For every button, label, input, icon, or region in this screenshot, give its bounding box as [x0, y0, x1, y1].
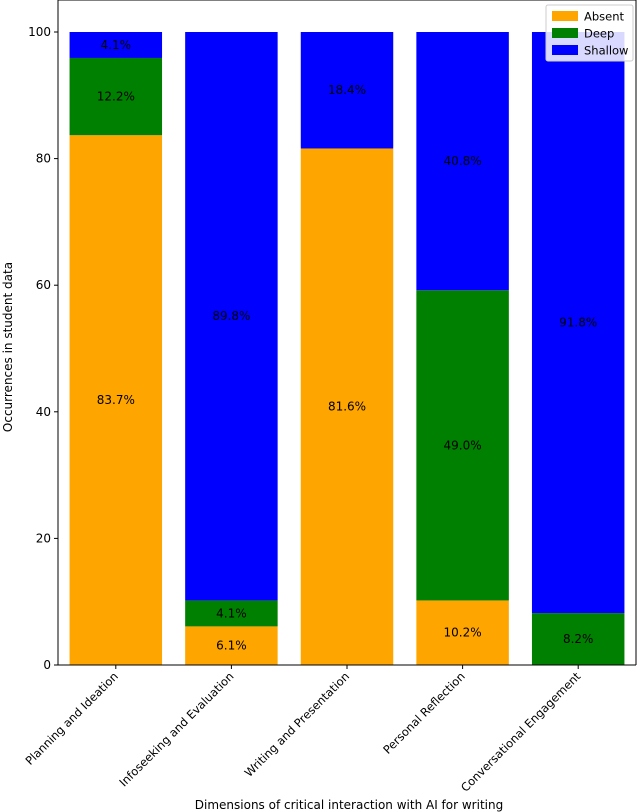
- legend-swatch-shallow: [552, 45, 578, 55]
- legend-label-absent: Absent: [584, 10, 625, 24]
- data-label-absent-0: 83.7%: [97, 393, 135, 407]
- data-label-shallow-1: 89.8%: [212, 309, 250, 323]
- bars-group: [69, 32, 625, 666]
- legend-swatch-absent: [552, 11, 578, 21]
- data-label-shallow-2: 18.4%: [328, 83, 366, 97]
- bar-absent-1: [185, 626, 278, 665]
- bar-shallow-2: [300, 32, 394, 149]
- y-tick-label-60: 60: [36, 278, 51, 292]
- bar-shallow-1: [185, 32, 278, 601]
- bar-deep-4: [531, 613, 625, 665]
- data-label-deep-0: 12.2%: [97, 90, 135, 104]
- bar-shallow-3: [416, 32, 509, 291]
- y-tick-label-100: 100: [28, 25, 51, 39]
- data-label-deep-1: 4.1%: [216, 606, 247, 620]
- data-label-shallow-3: 40.8%: [444, 154, 482, 168]
- x-tick-label-1: Infoseeking and Evaluation: [116, 669, 236, 789]
- data-label-absent-1: 6.1%: [216, 639, 247, 653]
- bar-deep-3: [416, 290, 509, 601]
- x-tick-label-2: Writing and Presentation: [242, 669, 352, 779]
- data-label-absent-2: 81.6%: [328, 400, 366, 414]
- x-tick-label-4: Conversational Engagement: [458, 669, 584, 795]
- y-tick-label-80: 80: [36, 152, 51, 166]
- data-label-deep-3: 49.0%: [444, 438, 482, 452]
- y-axis-title: Occurrences in student data: [1, 262, 15, 432]
- bar-absent-0: [69, 135, 163, 665]
- y-tick-label-0: 0: [43, 658, 51, 672]
- bar-shallow-0: [69, 32, 163, 58]
- x-tick-label-0: Planning and Ideation: [22, 669, 121, 768]
- legend-label-deep: Deep: [584, 27, 614, 41]
- data-label-shallow-4: 91.8%: [559, 316, 597, 330]
- data-labels-group: 83.7% 12.2% 4.1% 6.1% 4.1% 89.8% 81.6% 18.4% 10.…: [97, 38, 598, 653]
- data-label-deep-4: 8.2%: [563, 632, 594, 646]
- bar-deep-0: [69, 57, 163, 136]
- legend-swatch-deep: [552, 28, 578, 38]
- x-tick-label-3: Personal Reflection: [380, 669, 468, 757]
- y-tick-label-20: 20: [36, 531, 51, 545]
- bar-absent-3: [416, 600, 509, 665]
- legend: Absent Deep Shallow: [545, 4, 634, 62]
- y-tick-label-40: 40: [36, 405, 51, 419]
- legend-label-shallow: Shallow: [584, 44, 628, 58]
- bar-shallow-4: [531, 32, 625, 614]
- data-label-shallow-0: 4.1%: [101, 38, 132, 52]
- bar-absent-2: [300, 148, 394, 666]
- data-label-absent-3: 10.2%: [444, 626, 482, 640]
- bar-deep-1: [185, 600, 278, 627]
- x-axis-title: Dimensions of critical interaction with …: [195, 798, 503, 812]
